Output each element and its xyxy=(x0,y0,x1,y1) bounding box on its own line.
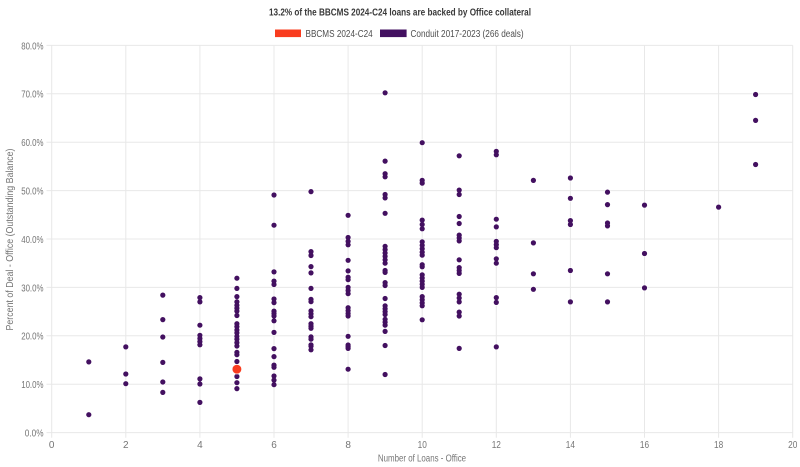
svg-text:60.0%: 60.0% xyxy=(21,138,43,149)
svg-text:Number of Loans - Office: Number of Loans - Office xyxy=(378,454,467,465)
svg-text:50.0%: 50.0% xyxy=(21,187,43,198)
svg-text:30.0%: 30.0% xyxy=(21,283,43,294)
svg-text:16: 16 xyxy=(640,440,650,451)
svg-text:Conduit 2017-2023 (266 deals): Conduit 2017-2023 (266 deals) xyxy=(411,29,524,40)
svg-text:13.2% of the BBCMS 2024-C24 lo: 13.2% of the BBCMS 2024-C24 loans are ba… xyxy=(269,6,531,18)
svg-text:0: 0 xyxy=(49,440,55,451)
svg-text:14: 14 xyxy=(566,440,576,451)
svg-text:10: 10 xyxy=(418,440,428,451)
svg-text:0.0%: 0.0% xyxy=(25,429,44,440)
svg-text:40.0%: 40.0% xyxy=(21,235,43,246)
svg-text:70.0%: 70.0% xyxy=(21,90,43,101)
svg-text:12: 12 xyxy=(492,440,502,451)
svg-text:4: 4 xyxy=(197,440,203,451)
svg-text:20.0%: 20.0% xyxy=(21,332,43,343)
svg-text:80.0%: 80.0% xyxy=(21,41,43,52)
svg-text:Percent of Deal - Office (Outs: Percent of Deal - Office (Outstanding Ba… xyxy=(5,149,16,331)
svg-text:6: 6 xyxy=(271,440,277,451)
svg-text:18: 18 xyxy=(714,440,724,451)
svg-text:2: 2 xyxy=(123,440,129,451)
svg-text:10.0%: 10.0% xyxy=(21,380,43,391)
svg-text:20: 20 xyxy=(788,440,798,451)
svg-text:BBCMS 2024-C24: BBCMS 2024-C24 xyxy=(306,29,374,40)
svg-text:8: 8 xyxy=(345,440,351,451)
